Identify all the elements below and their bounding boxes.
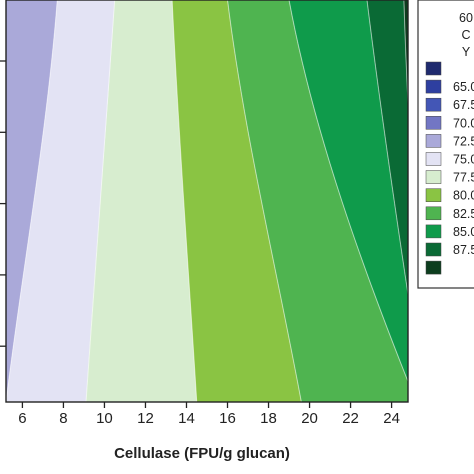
legend-swatch [425, 152, 442, 166]
legend-swatch [425, 116, 442, 130]
contour-region-77-5 [85, 0, 197, 402]
y-axis-ticks [0, 60, 6, 347]
contour-line-5 [366, 0, 408, 298]
contour-line-6 [403, 0, 408, 115]
legend-swatch [425, 61, 442, 76]
x-axis-title: Cellulase (FPU/g glucan) [114, 445, 290, 462]
legend-label: 67.5 [453, 98, 474, 112]
contour-line-1 [85, 0, 116, 402]
x-tick-label: 14 [178, 410, 195, 427]
contour-region-75-0 [6, 0, 115, 402]
x-tick-label: 10 [96, 410, 113, 427]
contour-region-72-5 [6, 0, 58, 402]
legend-swatch [425, 134, 442, 148]
x-tick-label: 16 [219, 410, 236, 427]
legend-swatch [425, 224, 442, 239]
contour-regions [6, 0, 408, 402]
legend-swatch [425, 97, 442, 112]
contour-region-80-0 [172, 0, 302, 402]
contour-line-0 [6, 0, 58, 402]
x-tick-label: 24 [383, 410, 400, 427]
x-tick-label: 22 [342, 410, 359, 427]
legend-label: 75.0 [453, 153, 474, 167]
legend-label: 65.0 [453, 80, 474, 94]
legend-header-line: Y [462, 45, 471, 59]
plot-frame [5, 0, 409, 403]
contour-region-85-0 [289, 0, 408, 382]
legend-swatch [425, 188, 442, 202]
legend-label: 77.5 [453, 171, 474, 185]
legend-label: 85.0 [453, 225, 474, 239]
legend-swatch [425, 206, 442, 221]
legend-label: 70.0 [453, 116, 474, 130]
legend-label: 80.0 [453, 189, 474, 203]
x-tick-label: 8 [59, 410, 67, 427]
x-tick-label: 12 [137, 410, 154, 427]
contour-region-87-5 [366, 0, 408, 295]
legend-swatch [425, 79, 442, 94]
contour-line-2 [171, 0, 198, 402]
x-tick-label: 18 [260, 410, 277, 427]
legend-swatch [425, 170, 442, 184]
contour-region-82-5 [227, 0, 408, 402]
x-tick-label: 20 [301, 410, 318, 427]
legend-swatch [425, 260, 442, 275]
contour-line-3 [227, 0, 302, 402]
legend: 60 CY 65.0 67.5 70.0 72.5 75.0 77.5 80.0 82.5 85.0… [417, 0, 474, 289]
legend-swatch [425, 242, 442, 257]
x-axis-ticks: 6 8 10 12 14 16 18 20 22 24 [18, 402, 400, 427]
legend-label: 87.5 [453, 243, 474, 257]
x-tick-label: 6 [18, 410, 26, 427]
legend-label: 72.5 [453, 134, 474, 148]
legend-header-line: 60 [459, 11, 473, 25]
legend-label: 82.5 [453, 207, 474, 221]
contour-line-4 [288, 0, 408, 383]
legend-header-line: C [461, 28, 470, 42]
